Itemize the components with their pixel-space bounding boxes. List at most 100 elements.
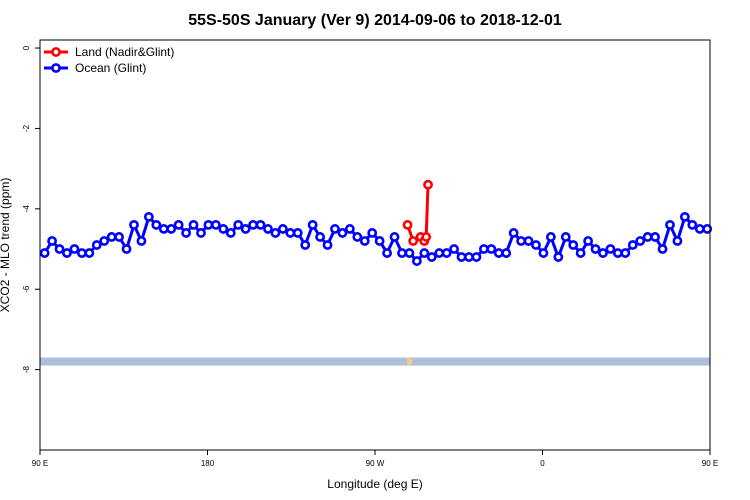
data-point [478,244,489,254]
data-point [411,256,422,266]
data-point [315,232,325,242]
data-point [419,248,430,258]
data-point [114,232,124,242]
data-point [471,252,482,262]
data-point [337,228,348,238]
data-point [657,244,668,254]
data-point [188,220,199,230]
data-point [426,252,437,262]
data-point [62,248,72,258]
data-point [590,244,601,254]
data-point [344,224,355,234]
data-point [612,248,623,258]
data-point [210,220,221,230]
data-point [598,248,608,258]
data-point [91,240,102,250]
data-point [54,244,65,254]
data-point [531,240,541,250]
data-point [421,232,432,242]
data-point [575,248,586,258]
data-point [679,211,690,222]
data-point [151,220,162,230]
data-point [389,232,400,242]
legend-item: Land (Nadir&Glint) [44,45,174,59]
data-point [486,244,497,254]
data-point [538,248,549,258]
data-point [300,240,311,250]
chart-title: 55S-50S January (Ver 9) 2014-09-06 to 20… [188,12,562,29]
data-point [196,228,206,238]
data-point [493,248,504,258]
data-point [233,220,244,230]
data-point [277,224,288,234]
data-point [263,224,273,234]
data-point [255,220,266,230]
data-point [441,248,452,258]
x-tick-label: 90 E [702,459,718,468]
series-land-nadir-glint [402,179,433,246]
data-point [121,244,132,254]
data-point [672,236,683,246]
data-point [248,220,258,230]
x-tick-label: 180 [201,459,215,468]
data-point [545,232,556,242]
data-point [501,248,512,258]
data-point [69,244,80,254]
data-point [694,224,705,234]
data-point [523,236,534,246]
x-tick-label: 90 E [32,459,48,468]
data-point [47,236,57,246]
legend: Land (Nadir&Glint) Ocean (Glint) [44,45,174,75]
data-point [292,228,303,238]
data-point [374,236,385,246]
data-point [620,248,631,258]
legend-item: Ocean (Glint) [44,61,146,75]
data-point [434,248,445,258]
data-point [464,252,474,262]
data-point [367,228,378,238]
data-point [516,236,526,246]
data-point [627,240,638,250]
x-tick-label: 0 [540,459,545,468]
plot-area [39,39,713,451]
data-point [99,236,110,246]
x-axis: 90 E 180 90 W 0 90 E [32,450,718,468]
y-tick-label: -4 [22,205,31,213]
data-point [397,248,407,258]
y-tick-label: -8 [22,366,31,374]
data-point [143,211,154,222]
data-point [181,228,191,238]
data-point [583,236,593,246]
data-point [408,236,419,246]
legend-marker [51,63,61,73]
legend-label: Land (Nadir&Glint) [75,45,174,59]
coastline-band-strip [40,357,710,366]
data-point [568,240,579,250]
data-point [665,220,675,230]
data-point [129,220,139,230]
data-point [456,252,467,262]
data-point [39,248,50,258]
data-point [382,248,392,258]
data-point [449,244,459,254]
series-layer [39,179,713,266]
data-point [702,224,713,234]
data-point [322,240,333,250]
data-point [270,228,281,238]
coastline-land-patch [406,357,413,366]
data-point [402,220,413,230]
data-point [330,224,340,234]
x-axis-label: Longitude (deg E) [327,477,422,491]
y-tick-label: 0 [22,45,31,50]
data-point [553,252,564,262]
coastline-band [40,357,710,366]
data-point [352,232,363,242]
data-point [605,244,616,254]
legend-marker [51,47,61,57]
data-point [203,220,214,230]
data-point [359,236,370,246]
data-point [423,179,433,190]
data-point [240,224,251,234]
data-point [307,220,318,230]
